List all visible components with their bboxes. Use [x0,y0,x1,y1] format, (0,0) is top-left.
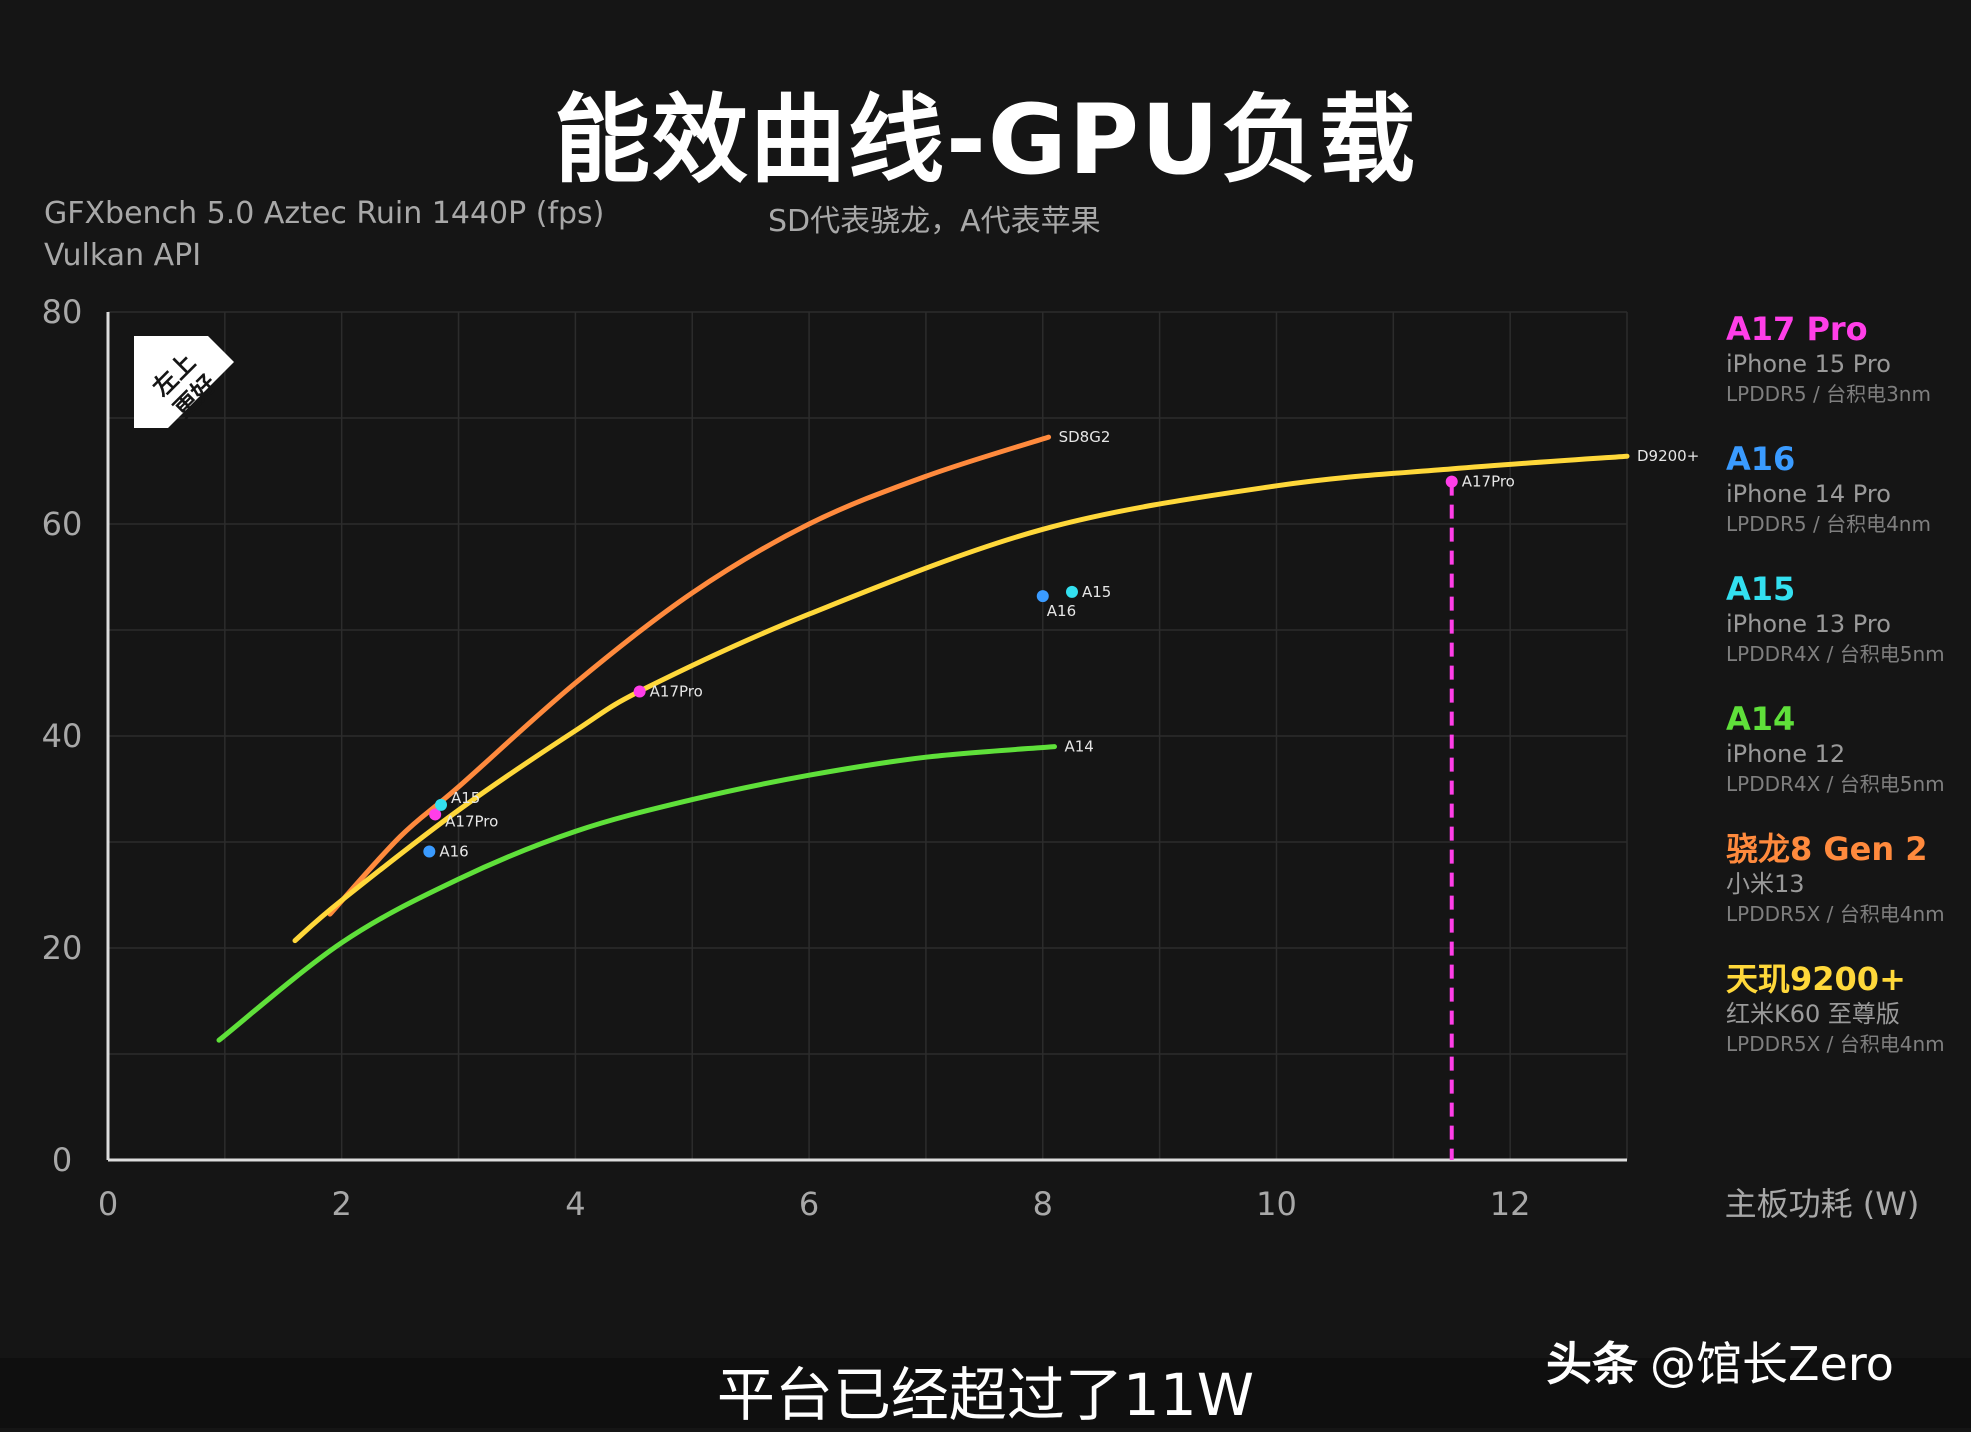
x-tick-label: 10 [1256,1185,1297,1223]
legend-spec: LPDDR5 / 台积电3nm [1726,382,1931,406]
chart-title: 能效曲线-GPU负载 [554,84,1417,196]
series-end-label: SD8G2 [1059,428,1111,446]
legend-note: SD代表骁龙，A代表苹果 [768,204,1101,239]
legend-spec: LPDDR4X / 台积电5nm [1726,642,1945,666]
subtitle-band [0,1358,1971,1428]
x-tick-label: 2 [332,1185,352,1223]
y-tick-label: 40 [42,717,83,755]
data-point [435,798,448,811]
legend-device-name: iPhone 14 Pro [1726,480,1891,508]
legend-item: A16 iPhone 14 Pro LPDDR5 / 台积电4nm [1726,440,1931,538]
data-point [1036,590,1049,603]
legend-device-name: iPhone 13 Pro [1726,610,1891,638]
legend-spec: LPDDR5X / 台积电4nm [1726,902,1945,926]
watermark-user: @馆长Zero [1650,1337,1894,1391]
y-tick-label: 80 [42,293,83,331]
legend-chip-name: A16 [1726,440,1796,478]
legend-item: A15 iPhone 13 Pro LPDDR4X / 台积电5nm [1726,570,1945,668]
legend-spec: LPDDR4X / 台积电5nm [1726,772,1945,796]
legend-spec: LPDDR5 / 台积电4nm [1726,512,1931,536]
x-tick-label: 12 [1490,1185,1531,1223]
legend-device-name: iPhone 12 [1726,740,1846,768]
legend-device-name: 小米13 [1726,870,1805,898]
x-axis-title: 主板功耗 (W) [1725,1185,1920,1223]
x-tick-label: 0 [98,1185,118,1223]
legend-device-name: 红米K60 至尊版 [1726,1000,1900,1028]
data-point-label: A16 [1047,602,1076,620]
benchmark-subtitle: GFXbench 5.0 Aztec Ruin 1440P (fps) [44,196,605,231]
watermark: 头条 @馆长Zero [1546,1328,1894,1394]
legend-spec: LPDDR5X / 台积电4nm [1726,1032,1945,1056]
legend-item: A14 iPhone 12 LPDDR4X / 台积电5nm [1726,700,1945,798]
data-point-label: A16 [439,843,468,861]
y-tick-label: 20 [42,929,83,967]
legend-chip-name: 天玑9200+ [1726,960,1906,998]
data-point-label: A15 [1082,583,1111,601]
series-line-sd8g2 [327,434,1052,917]
y-tick-label: 0 [52,1141,72,1179]
legend-chip-name: A14 [1726,700,1796,738]
legend-item: 天玑9200+ 红米K60 至尊版 LPDDR5X / 台积电4nm [1726,960,1945,1058]
legend-device-name: iPhone 15 Pro [1726,350,1891,378]
data-point-label: A17Pro [1462,473,1515,491]
legend-chip-name: A17 Pro [1726,310,1868,348]
chart-curves: SD8G2 D9200+ A14 [216,428,1699,1043]
series-end-label: A14 [1064,738,1093,756]
video-caption: 平台已经超过了11W [716,1361,1255,1429]
watermark-brand: 头条 [1546,1337,1638,1391]
chart-axes [106,312,1627,1162]
chart-ticks: 0 2 4 6 8 10 12 0 20 40 60 80 主板功耗 (W) [42,293,1920,1223]
legend-chip-name: A15 [1726,570,1796,608]
series-end-label: D9200+ [1637,447,1699,465]
chart-grid [108,311,1628,1160]
x-tick-label: 4 [565,1185,585,1223]
legend-item: A17 Pro iPhone 15 Pro LPDDR5 / 台积电3nm [1726,310,1931,408]
data-point [429,808,442,821]
data-point [423,845,436,858]
legend-chip-name: 骁龙8 Gen 2 [1726,830,1928,868]
legend-item: 骁龙8 Gen 2 小米13 LPDDR5X / 台积电4nm [1726,830,1945,928]
chart-points: A17Pro A17Pro A17Pro A15 A16 A15 A16 [423,473,1515,861]
x-tick-label: 8 [1033,1185,1053,1223]
api-subtitle: Vulkan API [44,238,202,273]
x-tick-label: 6 [799,1185,819,1223]
data-point [1445,475,1458,488]
data-point [1065,585,1078,598]
data-point [633,685,646,698]
series-line-d9200- [292,453,1630,944]
data-point-label: A17Pro [650,682,703,700]
series-line-a14 [216,744,1057,1043]
data-point-label: A17Pro [445,812,498,830]
data-point-label: A15 [451,789,480,807]
y-tick-label: 60 [42,505,83,543]
badge-shape [134,336,234,428]
